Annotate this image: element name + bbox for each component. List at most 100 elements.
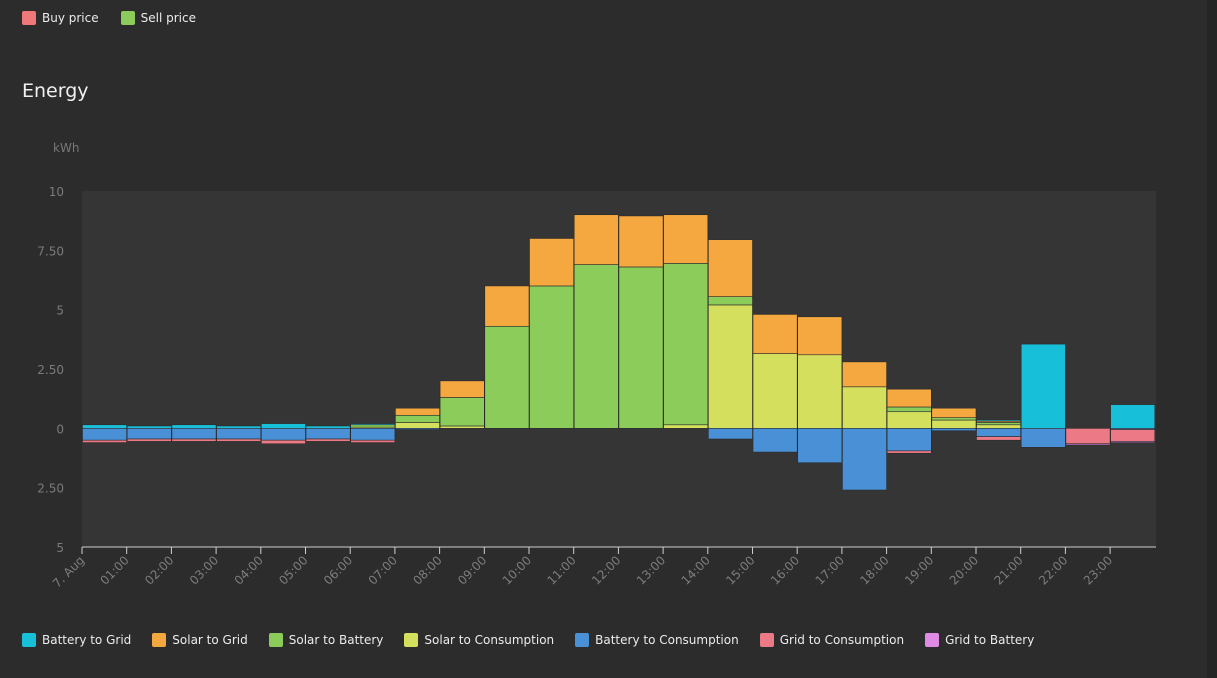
bar-segment [126, 438, 172, 442]
bar-segment [976, 436, 1022, 441]
bar-segment [886, 406, 932, 413]
bar-segment [529, 238, 575, 287]
bar-segment [842, 386, 887, 429]
x-tick-label: 06:00 [321, 553, 355, 587]
bar-segment [126, 425, 172, 429]
y-tick-label: 0 [56, 422, 64, 436]
bar-segment [1065, 443, 1111, 446]
legend-solar-to-consumption[interactable]: Solar to Consumption [404, 633, 554, 647]
y-tick-label: 5 [56, 541, 64, 555]
bar-segment [395, 407, 440, 416]
bar-segment [260, 423, 306, 429]
y-tick-label: 5 [56, 304, 64, 318]
sell-price-swatch [120, 11, 135, 25]
bar-segment [439, 425, 485, 429]
legend-grid-to-battery[interactable]: Grid to Battery [925, 633, 1034, 647]
buy-price-swatch [22, 11, 36, 25]
bar-segment [1110, 441, 1156, 443]
bar-segment [1020, 343, 1066, 429]
bar-segment [216, 425, 262, 429]
y-tick-label: 10 [49, 185, 64, 199]
legend-swatch [759, 633, 774, 647]
bar-segment [976, 428, 1022, 437]
bar-segment [216, 438, 262, 442]
bar-segment [663, 214, 709, 264]
bar-segment [752, 314, 798, 354]
bar-segment [171, 424, 217, 429]
x-tick-label: 7. Aug [50, 553, 87, 590]
section-title: Energy [22, 80, 89, 102]
bar-segment [82, 439, 128, 443]
bar-segment [305, 425, 351, 429]
bar-segment [484, 285, 530, 327]
x-tick-label: 21:00 [991, 553, 1025, 587]
legend-swatch [404, 633, 419, 647]
x-tick-label: 12:00 [589, 553, 623, 587]
x-tick-label: 18:00 [857, 553, 891, 587]
legend-label: Buy price [42, 11, 99, 25]
legend-label: Grid to Battery [945, 633, 1035, 647]
bar-segment [886, 428, 932, 452]
bar-segment [171, 438, 217, 442]
bar-segment [931, 417, 977, 421]
bar-segment [707, 428, 753, 440]
x-tick-label: 03:00 [187, 553, 221, 587]
x-tick-label: 13:00 [634, 553, 668, 587]
x-tick-label: 19:00 [902, 553, 936, 587]
legend-label: Battery to Grid [42, 633, 132, 647]
bar-segment [573, 214, 619, 265]
legend-battery-to-grid[interactable]: Battery to Grid [22, 633, 131, 647]
bar-segment [395, 414, 440, 423]
legend-label: Grid to Consumption [779, 633, 905, 647]
bar-segment [395, 422, 440, 429]
legend-grid-to-consumption[interactable]: Grid to Consumption [759, 633, 905, 647]
bar-segment [663, 424, 709, 429]
bar-segment [797, 316, 843, 356]
bar-segment [797, 428, 843, 464]
legend-swatch [268, 633, 283, 647]
bar-segment [1020, 428, 1066, 448]
legend-label: Battery to Consumption [595, 633, 739, 647]
x-tick-label: 10:00 [500, 553, 534, 587]
bar-segment [350, 439, 396, 443]
x-tick-label: 05:00 [276, 553, 310, 587]
bar-segment [663, 263, 709, 426]
legend-battery-to-consumption[interactable]: Battery to Consumption [575, 633, 739, 647]
bar-segment [260, 428, 306, 441]
bar-segment [260, 439, 306, 445]
x-tick-label: 16:00 [768, 553, 802, 587]
bar-segment [350, 428, 396, 441]
bar-segment [305, 438, 351, 442]
bar-segment [395, 428, 440, 430]
x-tick-label: 07:00 [366, 553, 400, 587]
bar-segment [797, 354, 843, 429]
bar-segment [350, 424, 396, 428]
bar-segment [931, 428, 977, 432]
legend-swatch [152, 633, 167, 647]
bar-segment [82, 428, 128, 441]
bar-segment [350, 423, 396, 426]
bar-segment [752, 428, 798, 453]
bar-segment [573, 264, 619, 429]
x-tick-label: 20:00 [947, 553, 981, 587]
price-legend: Buy price Sell price [22, 11, 196, 25]
legend-swatch [22, 633, 36, 647]
bar-segment [305, 428, 351, 440]
x-tick-label: 08:00 [410, 553, 444, 587]
x-tick-label: 09:00 [455, 553, 489, 587]
bar-segment [886, 411, 932, 429]
legend-solar-to-battery[interactable]: Solar to Battery [268, 633, 384, 647]
bar-segment [842, 428, 887, 491]
legend-buy-price[interactable]: Buy price [22, 11, 99, 25]
bar-segment [529, 285, 575, 429]
bar-segment [1110, 429, 1156, 442]
legend-label: Sell price [140, 11, 196, 25]
bar-segment [976, 422, 1022, 426]
legend-solar-to-grid[interactable]: Solar to Grid [152, 633, 248, 647]
legend-sell-price[interactable]: Sell price [120, 11, 196, 25]
x-tick-label: 22:00 [1036, 553, 1070, 587]
legend-label: Solar to Battery [288, 633, 384, 647]
legend-label: Solar to Grid [172, 633, 248, 647]
x-tick-label: 01:00 [97, 553, 131, 587]
